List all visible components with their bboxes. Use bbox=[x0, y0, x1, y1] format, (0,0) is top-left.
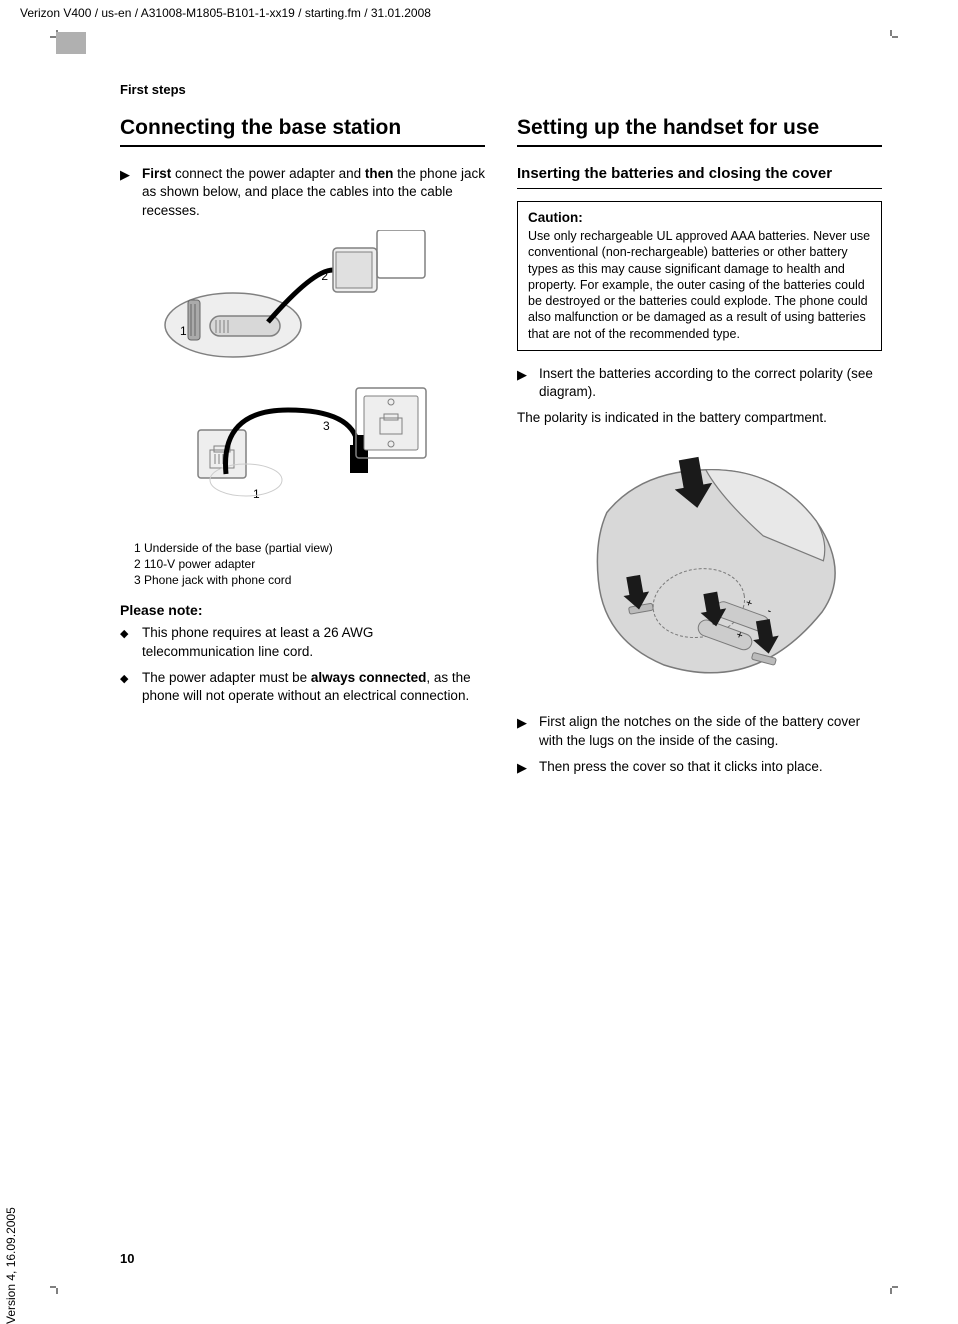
page-tab bbox=[56, 32, 86, 54]
page-number: 10 bbox=[120, 1251, 134, 1266]
page-content: Connecting the base station ▶ First conn… bbox=[120, 115, 882, 784]
instruction-text: Then press the cover so that it clicks i… bbox=[539, 758, 882, 776]
diagram-label-1b: 1 bbox=[253, 487, 260, 501]
note-item: ◆ The power adapter must be always conne… bbox=[120, 669, 485, 705]
note-text: This phone requires at least a 26 AWG te… bbox=[142, 624, 485, 660]
instruction-text: Insert the batteries according to the co… bbox=[539, 365, 882, 401]
note-item: ◆ This phone requires at least a 26 AWG … bbox=[120, 624, 485, 660]
instruction-text: First connect the power adapter and then… bbox=[142, 165, 485, 220]
version-text: Version 4, 16.09.2005 bbox=[4, 1207, 18, 1324]
header-path: Verizon V400 / us-en / A31008-M1805-B101… bbox=[20, 6, 431, 20]
crop-mark-icon bbox=[884, 30, 898, 44]
caution-box: Caution: Use only rechargeable UL approv… bbox=[517, 201, 882, 351]
base-station-diagram: 1 2 1 bbox=[158, 230, 448, 530]
subheading-batteries: Inserting the batteries and closing the … bbox=[517, 165, 882, 189]
instruction-text: First align the notches on the side of t… bbox=[539, 713, 882, 749]
crop-mark-icon bbox=[50, 1280, 64, 1294]
section-title: First steps bbox=[120, 82, 186, 97]
right-column: Setting up the handset for use Inserting… bbox=[517, 115, 882, 784]
diagram-label-2: 2 bbox=[321, 269, 328, 283]
handset-diagram: + - - + bbox=[545, 439, 855, 699]
instruction-item: ▶ Insert the batteries according to the … bbox=[517, 365, 882, 401]
instruction-item: ▶ First align the notches on the side of… bbox=[517, 713, 882, 749]
legend-item: 3 Phone jack with phone cord bbox=[134, 572, 485, 588]
heading-handset: Setting up the handset for use bbox=[517, 115, 882, 147]
caution-body: Use only rechargeable UL approved AAA ba… bbox=[528, 228, 871, 342]
please-note-title: Please note: bbox=[120, 602, 485, 618]
diagram-legend: 1 Underside of the base (partial view) 2… bbox=[134, 540, 485, 589]
left-column: Connecting the base station ▶ First conn… bbox=[120, 115, 485, 784]
instruction-item: ▶ Then press the cover so that it clicks… bbox=[517, 758, 882, 776]
diagram-label-3: 3 bbox=[323, 419, 330, 433]
arrow-icon: ▶ bbox=[517, 365, 539, 401]
diamond-icon: ◆ bbox=[120, 624, 142, 660]
instruction-item: ▶ First connect the power adapter and th… bbox=[120, 165, 485, 220]
diagram-label-1: 1 bbox=[180, 324, 187, 338]
arrow-icon: ▶ bbox=[517, 713, 539, 749]
note-text: The power adapter must be always connect… bbox=[142, 669, 485, 705]
diamond-icon: ◆ bbox=[120, 669, 142, 705]
arrow-icon: ▶ bbox=[120, 165, 142, 220]
crop-mark-icon bbox=[884, 1280, 898, 1294]
body-text: The polarity is indicated in the battery… bbox=[517, 409, 882, 427]
caution-title: Caution: bbox=[528, 210, 871, 225]
legend-item: 2 110-V power adapter bbox=[134, 556, 485, 572]
arrow-icon: ▶ bbox=[517, 758, 539, 776]
heading-connecting: Connecting the base station bbox=[120, 115, 485, 147]
legend-item: 1 Underside of the base (partial view) bbox=[134, 540, 485, 556]
